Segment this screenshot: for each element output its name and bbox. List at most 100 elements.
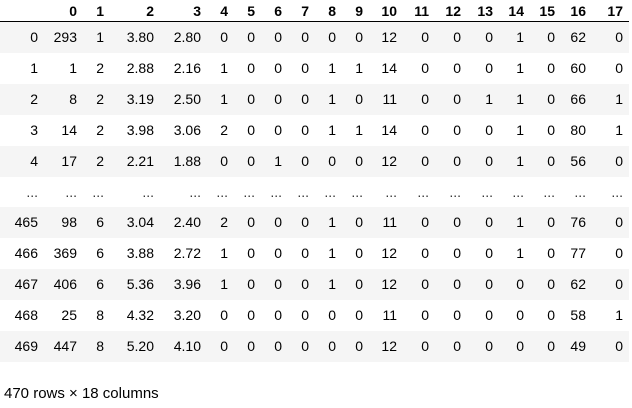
table-cell: 0 [355, 245, 363, 261]
table-cell: 2 [96, 153, 104, 169]
table-cell: 0 [516, 307, 524, 323]
table-cell: 0 [485, 122, 493, 138]
table-cell: 14 [381, 122, 397, 138]
table-cell: 80 [570, 122, 586, 138]
table-cell: 60 [570, 60, 586, 76]
table-cell: 0 [355, 91, 363, 107]
table-cell: 12 [381, 276, 397, 292]
table-cell: 98 [61, 214, 77, 230]
table-cell: 0 [547, 91, 555, 107]
table-cell: 0 [355, 307, 363, 323]
table-cell: 2.88 [126, 60, 154, 76]
table-cell: 0 [421, 153, 429, 169]
table-cell: 1 [516, 153, 524, 169]
ellipsis-row: ........................................… [0, 177, 629, 207]
table-cell: 12 [381, 338, 397, 354]
column-header: 14 [499, 0, 530, 22]
table-cell: 1 [485, 91, 493, 107]
table-cell: 0 [547, 276, 555, 292]
table-row: 0 293 1 3.80 2.80 0 0 0 0 0 0 12 0 0 0 1 0 62 0 [0, 21, 629, 53]
table-cell: 25 [61, 307, 77, 323]
table-row: 466 369 6 3.88 2.72 1 0 0 0 1 0 12 0 0 0 1 0 77 0 [0, 238, 629, 269]
table-cell: 0 [274, 338, 282, 354]
table-cell: 1 [516, 245, 524, 261]
table-cell: 6 [96, 214, 104, 230]
table-cell: 11 [382, 307, 397, 323]
table-cell: 2 [96, 122, 104, 138]
table-cell: 11 [382, 91, 397, 107]
table-cell: 2 [220, 122, 228, 138]
table-cell: 1 [328, 91, 336, 107]
table-cell: 58 [570, 307, 586, 323]
table-cell: 1 [328, 276, 336, 292]
table-cell: 0 [485, 307, 493, 323]
column-header: 11 [403, 0, 435, 22]
table-cell: 0 [615, 338, 623, 354]
table-cell: 0 [485, 276, 493, 292]
table-cell: 0 [421, 91, 429, 107]
table-cell: 1 [69, 60, 77, 76]
table-row: 1 1 2 2.88 2.16 1 0 0 0 1 1 14 0 0 0 1 0 60 0 [0, 53, 629, 84]
column-header: 1 [83, 0, 110, 22]
table-cell: 11 [382, 214, 397, 230]
table-cell: 0 [615, 276, 623, 292]
table-row: 465 98 6 3.04 2.40 2 0 0 0 1 0 11 0 0 0 1 0 76 0 [0, 206, 629, 238]
table-cell: 2.50 [173, 91, 201, 107]
table-cell: 0 [274, 91, 282, 107]
table-cell: 6 [96, 276, 104, 292]
table-cell: 0 [301, 214, 309, 230]
table-cell: 3.20 [173, 307, 201, 323]
table-cell: 0 [547, 122, 555, 138]
table-cell: 0 [301, 276, 309, 292]
table-cell: 0 [453, 307, 461, 323]
table-cell: 1 [615, 91, 623, 107]
table-cell: 0 [453, 338, 461, 354]
table-cell: 5.20 [126, 338, 154, 354]
table-cell: 6 [96, 245, 104, 261]
table-cell: 1 [328, 245, 336, 261]
table-cell: 0 [274, 307, 282, 323]
table-cell: 0 [355, 276, 363, 292]
table-cell: 1 [220, 60, 228, 76]
table-cell: 0 [485, 29, 493, 46]
table-cell: 3.06 [173, 122, 201, 138]
table-cell: 1.88 [173, 153, 201, 169]
table-cell: 0 [247, 29, 255, 46]
row-index: ... [26, 183, 38, 200]
table-cell: 0 [421, 60, 429, 76]
table-cell: 0 [301, 245, 309, 261]
table-cell: 0 [421, 276, 429, 292]
table-cell: 1 [516, 91, 524, 107]
table-cell: 0 [485, 153, 493, 169]
row-index: 466 [14, 245, 38, 261]
table-cell: 0 [485, 338, 493, 354]
table-cell: 0 [247, 276, 255, 292]
table-cell: ... [351, 183, 363, 200]
table-cell: 0 [453, 122, 461, 138]
table-cell: 1 [516, 60, 524, 76]
table-cell: ... [243, 183, 255, 200]
table-cell: 4.32 [126, 307, 154, 323]
header-row: 0 1 2 3 4 5 6 7 8 9 10 11 12 13 14 15 16 17 [0, 0, 629, 22]
table-cell: 0 [274, 60, 282, 76]
table-cell: ... [543, 183, 555, 200]
table-cell: 2.21 [126, 153, 154, 169]
table-cell: ... [385, 183, 397, 200]
table-cell: 0 [615, 214, 623, 230]
row-index: 0 [30, 29, 38, 46]
table-cell: 49 [570, 338, 586, 354]
table-cell: 293 [53, 29, 77, 46]
table-cell: 0 [453, 29, 461, 46]
table-cell: 1 [615, 122, 623, 138]
table-cell: 0 [247, 60, 255, 76]
table-cell: 0 [615, 245, 623, 261]
column-header: 4 [207, 0, 234, 22]
table-cell: 0 [453, 60, 461, 76]
row-index: 465 [14, 214, 38, 230]
table-cell: 0 [453, 214, 461, 230]
table-cell: 0 [421, 122, 429, 138]
table-cell: 0 [328, 153, 336, 169]
dataframe-table: 0 1 2 3 4 5 6 7 8 9 10 11 12 13 14 15 16 17 0 293 1 3.80 2.80… [0, 0, 629, 354]
table-cell: 2 [220, 214, 228, 230]
table-cell: 1 [220, 91, 228, 107]
